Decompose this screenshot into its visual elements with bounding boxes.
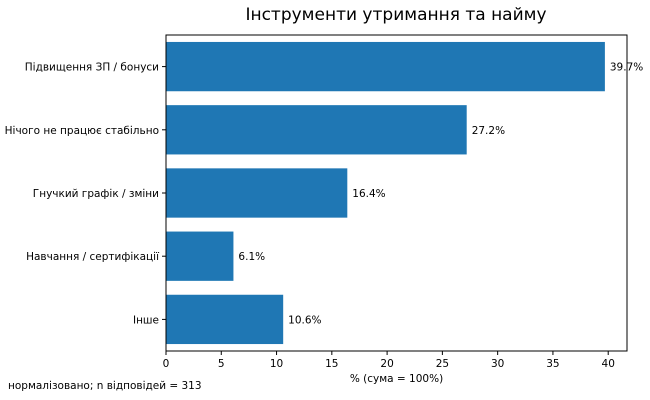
category-label-3: Навчання / сертифікації (26, 251, 159, 263)
bar-1 (166, 105, 467, 155)
bar-2 (166, 168, 348, 218)
data-label-1: 27.2% (472, 125, 505, 137)
category-label-2: Гнучкий графік / зміни (33, 188, 159, 200)
data-label-2: 16.4% (352, 188, 385, 200)
x-tick-label-3: 15 (325, 358, 338, 370)
data-label-4: 10.6% (288, 314, 321, 326)
x-tick-label-5: 25 (436, 358, 449, 370)
x-tick-label-1: 5 (218, 358, 225, 370)
x-tick-label-6: 30 (491, 358, 504, 370)
category-labels-group: Підвищення ЗП / бонуси Нічого не працює с… (5, 62, 166, 326)
x-tick-label-7: 35 (546, 358, 559, 370)
category-label-0: Підвищення ЗП / бонуси (25, 62, 159, 74)
category-label-4: Інше (133, 314, 159, 326)
chart-title: Інструменти утримання та найму (245, 5, 546, 25)
data-label-3: 6.1% (238, 251, 265, 263)
x-tick-label-8: 40 (602, 358, 615, 370)
bar-4 (166, 294, 284, 345)
bar-3 (166, 231, 234, 281)
x-ticks-group: 0 5 10 15 20 25 30 35 40 (163, 351, 615, 370)
plot-frame (165, 34, 628, 352)
x-axis-label: % (сума = 100%) (350, 373, 443, 385)
footnote: нормалізовано; n відповідей = 313 (8, 380, 202, 392)
bars-group (166, 41, 605, 345)
x-tick-label-2: 10 (270, 358, 283, 370)
bar-0 (166, 41, 605, 92)
x-tick-label-4: 20 (380, 358, 393, 370)
category-label-1: Нічого не працює стабільно (5, 125, 159, 137)
x-tick-label-0: 0 (163, 358, 170, 370)
